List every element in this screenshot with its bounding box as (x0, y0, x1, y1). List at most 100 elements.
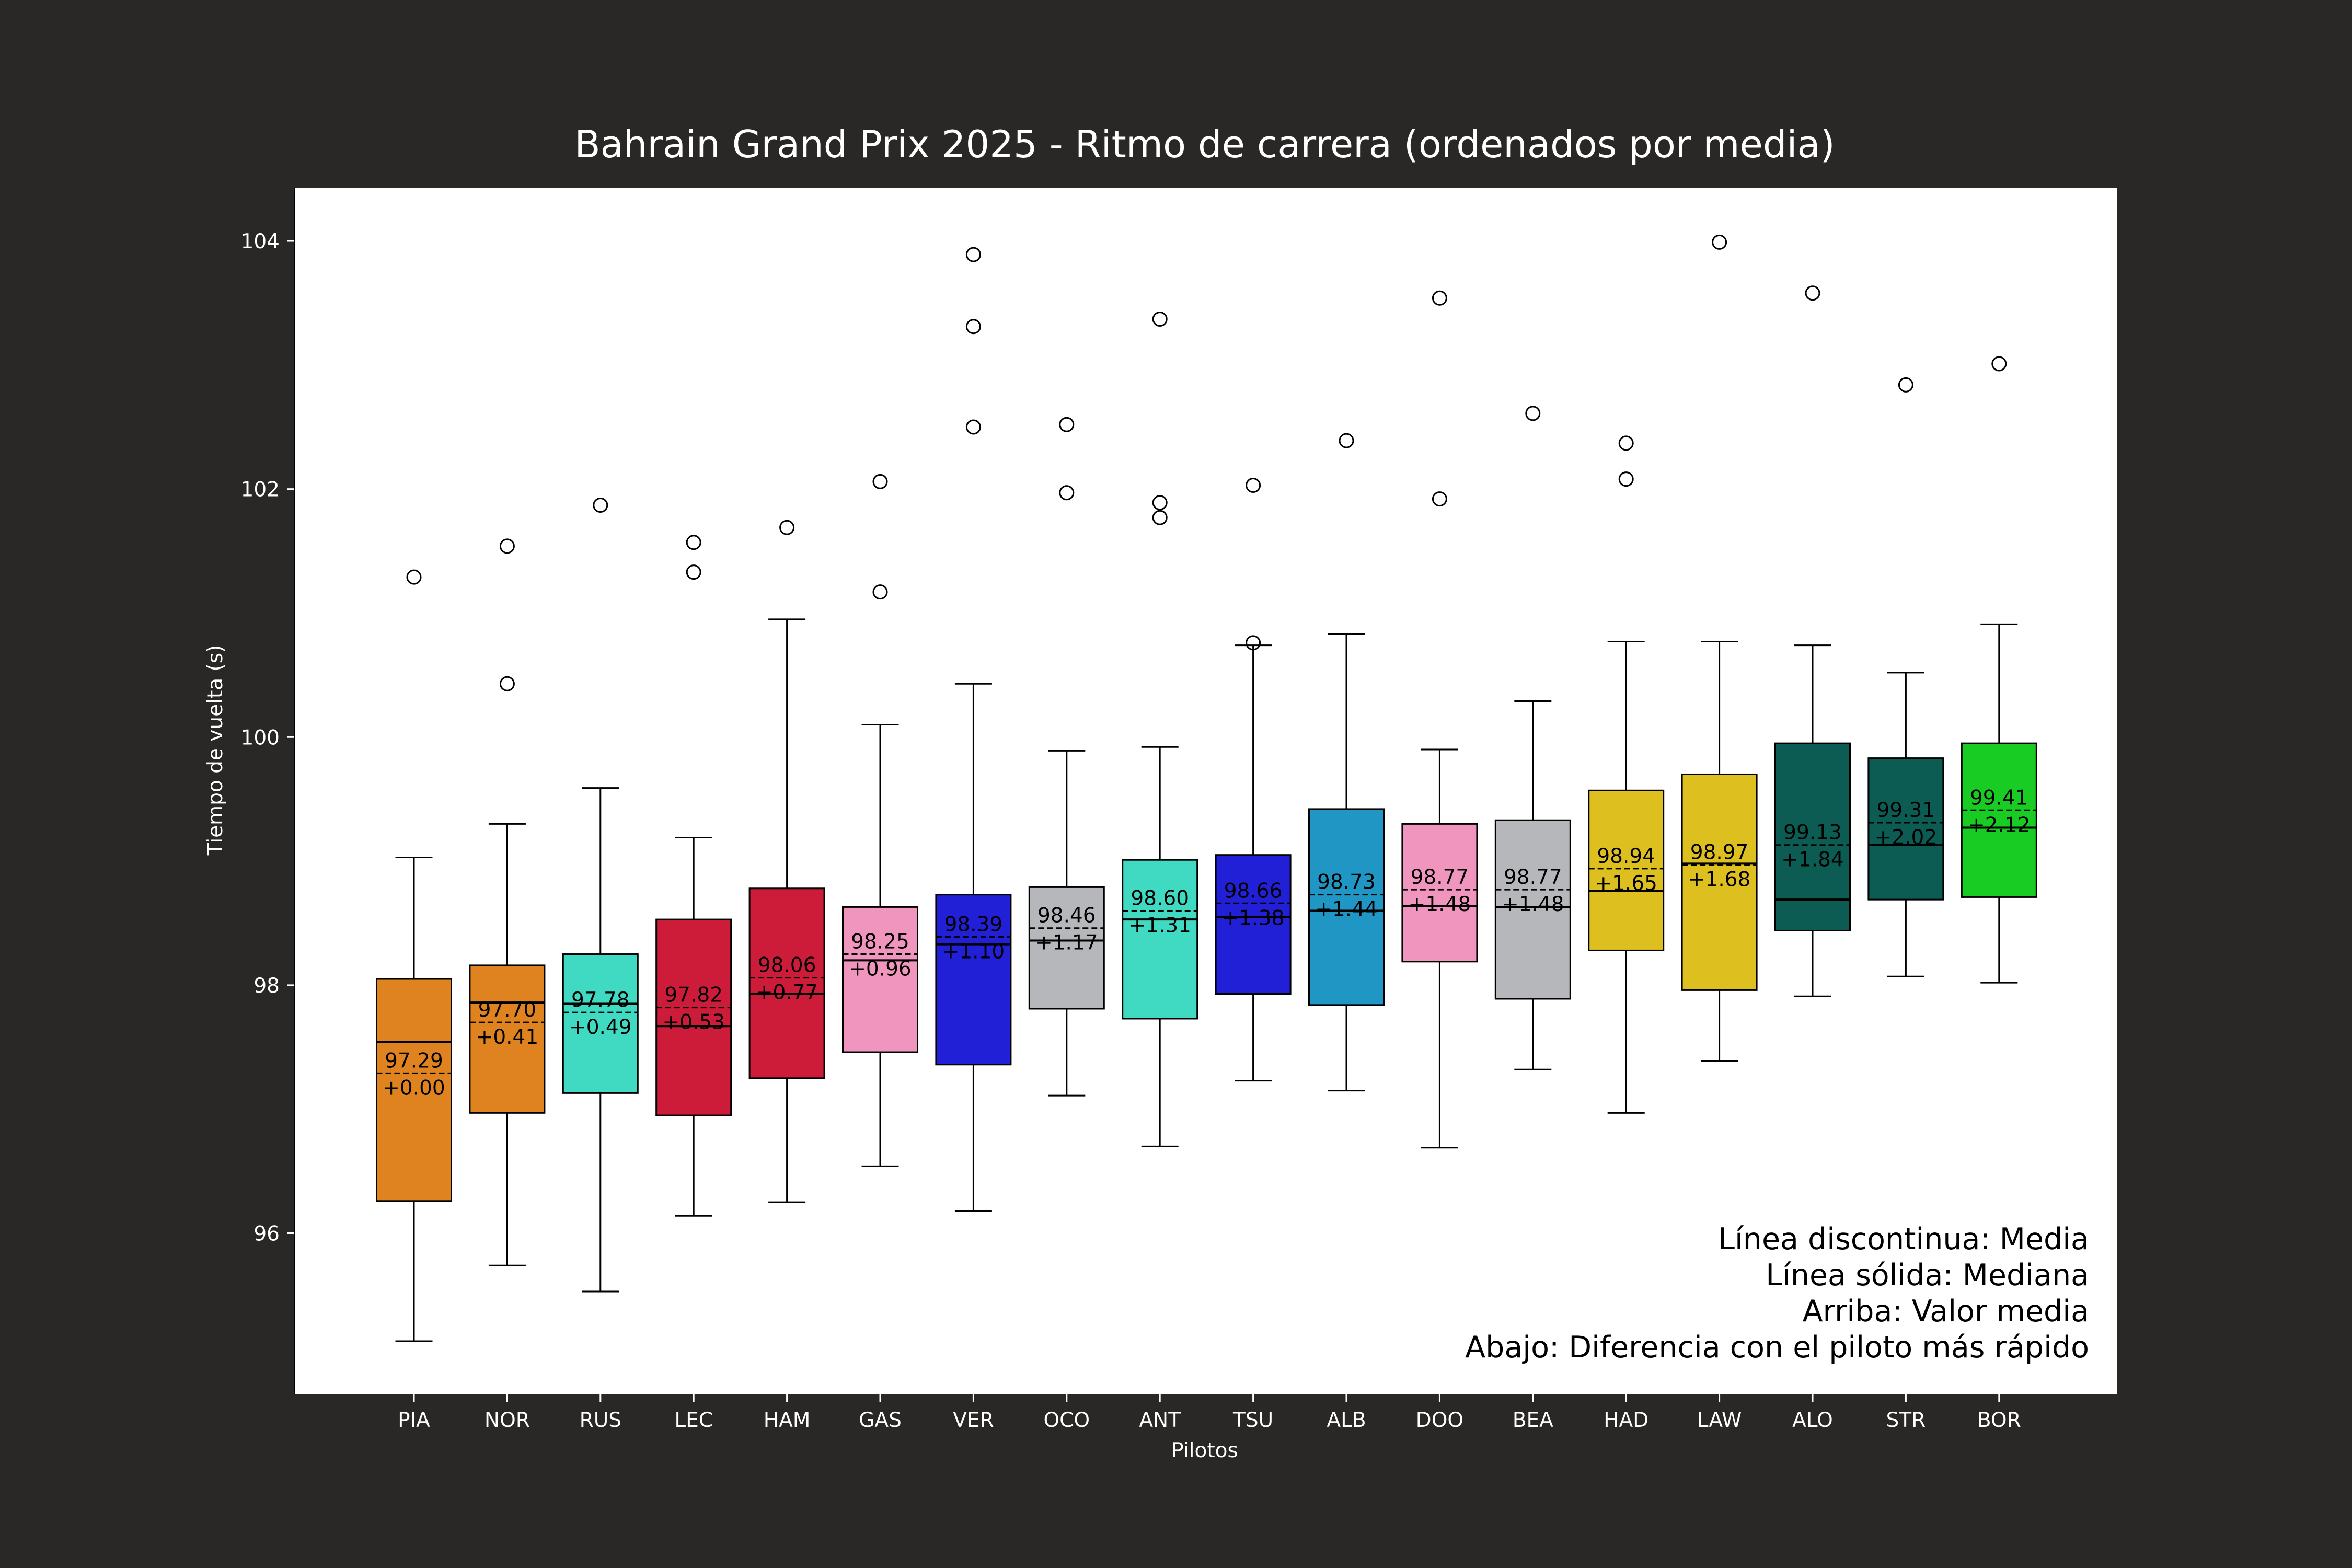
x-tick-label: STR (1886, 1409, 1926, 1432)
mean-value-label: 97.82 (664, 984, 723, 1007)
iqr-box (1867, 757, 1944, 901)
iqr-box (842, 906, 918, 1053)
diff-value-label: +0.00 (383, 1076, 445, 1100)
diff-value-label: +1.84 (1781, 848, 1844, 872)
iqr-box (1588, 789, 1665, 951)
x-axis-label: Pilotos (1171, 1439, 1238, 1462)
legend-notes: Línea discontinua: Media Línea sólida: M… (1465, 1222, 2089, 1365)
outlier-point (593, 498, 608, 513)
mean-value-label: 99.31 (1877, 799, 1935, 822)
diff-value-label: +1.48 (1409, 893, 1471, 916)
driver-box-str: 99.31 +2.02 (1867, 377, 1944, 977)
mean-value-label: 98.77 (1411, 866, 1469, 889)
mean-value-label: 98.46 (1037, 904, 1096, 928)
driver-box-oco: 98.46 +1.17 (1028, 417, 1105, 1097)
iqr-box (1961, 742, 2037, 898)
driver-box-law: 98.97 +1.68 (1681, 234, 1758, 1062)
diff-value-label: +1.44 (1315, 898, 1378, 921)
driver-box-tsu: 98.66 +1.38 (1215, 478, 1292, 1082)
diff-value-label: +1.38 (1222, 906, 1285, 930)
x-tick-label: BEA (1513, 1409, 1553, 1432)
mean-value-label: 98.06 (758, 954, 816, 977)
x-tick-label: NOR (485, 1409, 530, 1432)
driver-box-ant: 98.60 +1.31 (1122, 312, 1198, 1147)
mean-value-label: 98.77 (1504, 866, 1562, 889)
diff-value-label: +0.53 (662, 1011, 725, 1034)
driver-box-nor: 97.70 +0.41 (469, 538, 546, 1266)
outlier-point (872, 474, 888, 489)
diff-value-label: +1.17 (1035, 931, 1098, 955)
iqr-box (935, 894, 1012, 1066)
iqr-box (1681, 773, 1758, 991)
diff-value-label: +1.65 (1595, 872, 1657, 895)
outlier-point (965, 419, 981, 435)
x-tick-label: BOR (1977, 1409, 2021, 1432)
mean-value-label: 98.39 (944, 913, 1003, 936)
y-axis-label: Tiempo de vuelta (s) (204, 645, 227, 856)
x-tick-label: DOO (1416, 1409, 1463, 1432)
outlier-point (1246, 478, 1261, 493)
outlier-point (1618, 471, 1634, 487)
x-tick-label: TSU (1232, 1409, 1273, 1432)
iqr-box (376, 978, 452, 1202)
outlier-point (1059, 485, 1075, 501)
legend-note-top: Arriba: Valor media (1803, 1294, 2089, 1329)
iqr-box (1028, 886, 1105, 1010)
diff-value-label: +0.41 (476, 1025, 539, 1049)
iqr-box (1494, 819, 1571, 1000)
outlier-point (1432, 491, 1447, 507)
outlier-point (965, 319, 981, 335)
iqr-box (1122, 859, 1198, 1020)
outlier-point (965, 247, 981, 262)
box-series: 97.29 +0.00 97.70 +0.41 97.78 +0.49 97.82 +0.53… (376, 234, 2037, 1342)
outlier-point (1432, 290, 1447, 306)
outlier-point (686, 564, 701, 580)
driver-box-doo: 98.77 +1.48 (1401, 290, 1478, 1149)
iqr-box (655, 918, 732, 1116)
mean-value-label: 97.70 (478, 998, 537, 1022)
x-tick-label: GAS (859, 1409, 902, 1432)
mean-value-label: 99.13 (1783, 821, 1842, 845)
y-tick-label: 104 (241, 230, 280, 253)
x-tick-label: VER (953, 1409, 994, 1432)
y-tick-label: 100 (241, 726, 280, 750)
driver-box-rus: 97.78 +0.49 (562, 498, 639, 1293)
driver-box-ham: 98.06 +0.77 (748, 520, 825, 1203)
outlier-point (779, 520, 795, 535)
driver-box-alo: 99.13 +1.84 (1774, 285, 1851, 997)
x-tick-label: LAW (1697, 1409, 1742, 1432)
legend-note-median: Línea sólida: Mediana (1766, 1258, 2089, 1293)
mean-value-label: 97.29 (385, 1049, 443, 1073)
mean-value-label: 98.97 (1690, 841, 1749, 864)
driver-box-pia: 97.29 +0.00 (376, 569, 452, 1342)
outlier-point (406, 569, 422, 585)
iqr-box (1401, 823, 1478, 963)
mean-value-label: 98.25 (851, 930, 909, 954)
outlier-point (1618, 435, 1634, 451)
diff-value-label: +0.96 (849, 958, 912, 981)
mean-value-label: 98.60 (1131, 887, 1189, 910)
mean-value-label: 97.78 (571, 988, 630, 1012)
mean-value-label: 98.73 (1317, 871, 1376, 894)
diff-value-label: +0.49 (569, 1016, 632, 1039)
diff-value-label: +2.02 (1875, 826, 1938, 849)
x-tick-label: ALB (1327, 1409, 1366, 1432)
x-tick-label: ALO (1792, 1409, 1833, 1432)
diff-value-label: +1.48 (1502, 893, 1564, 916)
legend-note-bottom: Abajo: Diferencia con el piloto más rápi… (1465, 1330, 2089, 1365)
diff-value-label: +1.68 (1688, 868, 1751, 892)
x-tick-label: HAD (1604, 1409, 1648, 1432)
legend-note-mean: Línea discontinua: Media (1718, 1222, 2089, 1256)
driver-box-lec: 97.82 +0.53 (655, 535, 732, 1217)
outlier-point (872, 584, 888, 600)
iqr-box (1215, 854, 1292, 995)
x-tick-label: ANT (1139, 1409, 1181, 1432)
outlier-point (1152, 495, 1168, 511)
driver-box-alb: 98.73 +1.44 (1308, 433, 1385, 1092)
diff-value-label: +1.10 (942, 940, 1005, 963)
outlier-point (1152, 510, 1168, 525)
outlier-point (1991, 356, 2007, 372)
mean-value-label: 99.41 (1970, 786, 2028, 810)
outlier-point (1339, 433, 1354, 448)
diff-value-label: +0.77 (756, 981, 818, 1005)
